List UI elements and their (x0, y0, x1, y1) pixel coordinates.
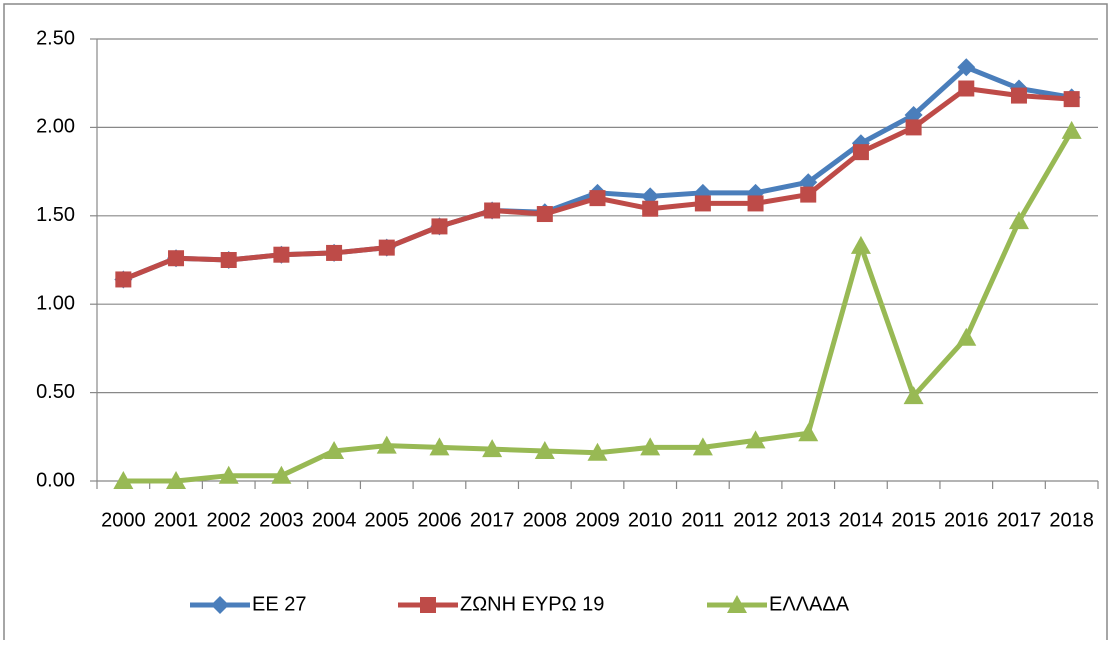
point (168, 250, 185, 267)
x-tick-label: 2008 (523, 509, 568, 531)
point (431, 218, 448, 235)
x-tick-label: 2015 (891, 509, 936, 531)
point (745, 430, 766, 449)
point (692, 437, 713, 456)
x-tick-label: 2016 (944, 509, 989, 531)
point (115, 271, 132, 288)
point (850, 235, 871, 254)
y-tick-label: 0.50 (36, 381, 75, 403)
point (1061, 120, 1082, 139)
y-tick-label: 2.00 (36, 116, 75, 138)
legend-label: ΕΛΛΑΔΑ (769, 593, 850, 615)
point (640, 437, 661, 456)
x-tick-label: 2000 (101, 509, 146, 531)
y-tick-label: 2.50 (36, 27, 75, 49)
point (326, 244, 343, 261)
point (271, 465, 292, 484)
point (587, 442, 608, 461)
x-tick-label: 2010 (628, 509, 673, 531)
y-tick-label: 0.00 (36, 469, 75, 491)
point (956, 327, 977, 346)
point (484, 202, 501, 219)
legend-label: ΖΩΝΗ ΕΥΡΩ 19 (460, 593, 604, 615)
legend-marker (420, 597, 436, 613)
point (324, 440, 345, 459)
point (273, 246, 290, 263)
point (903, 386, 924, 405)
point (376, 435, 397, 454)
x-tick-label: 2012 (733, 509, 778, 531)
point (852, 144, 869, 161)
point (694, 195, 711, 212)
point (536, 206, 553, 223)
x-tick-label: 2009 (575, 509, 620, 531)
point (113, 471, 134, 489)
point (747, 195, 764, 212)
point (1010, 87, 1027, 104)
x-tick-label: 2004 (312, 509, 357, 531)
x-tick-label: 2002 (206, 509, 251, 531)
point (218, 465, 239, 484)
point (800, 186, 817, 203)
x-tick-label: 2003 (259, 509, 304, 531)
x-tick-label: 2013 (786, 509, 831, 531)
legend-marker (211, 596, 229, 614)
x-tick-label: 2011 (681, 509, 724, 531)
point (1063, 91, 1080, 108)
point (534, 440, 555, 459)
point (220, 252, 237, 268)
point (798, 423, 819, 442)
x-tick-label: 2006 (417, 509, 462, 531)
point (166, 471, 187, 489)
y-tick-label: 1.50 (36, 204, 75, 226)
x-tick-label: 2014 (839, 509, 884, 531)
point (642, 200, 659, 217)
point (378, 239, 395, 256)
x-tick-label: 2018 (1049, 509, 1094, 531)
x-tick-label: 2005 (365, 509, 410, 531)
x-tick-label: 2017 (997, 509, 1042, 531)
y-tick-label: 1.00 (36, 292, 75, 314)
point (905, 119, 922, 136)
point (482, 439, 503, 458)
point (1008, 211, 1029, 230)
legend-label: ΕΕ 27 (252, 593, 306, 615)
chart-frame (3, 3, 1108, 645)
x-tick-label: 2001 (154, 509, 199, 531)
point (957, 58, 976, 77)
x-tick-label: 2017 (470, 509, 515, 531)
legend-marker (727, 595, 747, 613)
point (429, 437, 450, 456)
point (589, 190, 606, 207)
point (958, 80, 975, 97)
